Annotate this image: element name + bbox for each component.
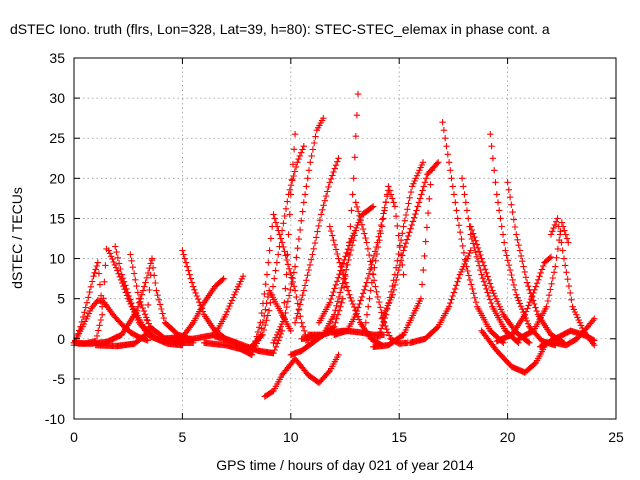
data-series-pass-18 (261, 351, 342, 400)
x-tick-label: 10 (283, 429, 299, 445)
data-series-pass-32 (458, 175, 522, 346)
y-tick-label: 35 (49, 50, 65, 66)
series-markers (504, 179, 568, 346)
series-markers (536, 327, 598, 350)
y-tick-label: -5 (53, 371, 66, 387)
x-tick-label: 0 (70, 429, 78, 445)
data-series-pass-35 (504, 179, 568, 346)
plot-area (70, 90, 598, 400)
plot-frame (73, 57, 617, 420)
x-tick-label: 25 (608, 429, 624, 445)
y-axis-label: dSTEC / TECUs (9, 187, 25, 289)
series-markers (458, 175, 522, 346)
y-tick-label: 0 (57, 331, 65, 347)
data-series-pass-27 (374, 159, 427, 342)
data-series-pass-33 (467, 223, 533, 346)
y-tick-label: 15 (49, 210, 65, 226)
data-series-pass-38 (515, 219, 572, 342)
series-markers (515, 219, 572, 342)
data-series-pass-31 (439, 119, 507, 346)
series-markers (439, 119, 507, 346)
x-axis-label: GPS time / hours of day 021 of year 2014 (216, 457, 474, 473)
series-markers (478, 327, 550, 376)
data-series-pass-36 (478, 327, 550, 376)
series-markers (467, 223, 533, 346)
data-series-pass-15 (248, 211, 312, 358)
data-series-pass-29 (370, 167, 435, 350)
chart-title: dSTEC Iono. truth (flrs, Lon=328, Lat=39… (10, 21, 550, 37)
series-markers (370, 167, 435, 350)
series-markers (168, 273, 247, 342)
series-markers (270, 115, 327, 346)
series-markers (233, 287, 294, 358)
series-markers (248, 211, 312, 358)
data-series-pass-30 (406, 247, 474, 346)
data-series-pass-17 (291, 155, 342, 326)
y-tick-label: 30 (49, 90, 65, 106)
x-tick-label: 5 (179, 429, 187, 445)
y-tick-label: -10 (45, 411, 65, 427)
x-tick-label: 20 (500, 429, 516, 445)
data-series-pass-37 (493, 253, 555, 345)
y-tick-label: 5 (57, 291, 65, 307)
series-markers (493, 253, 555, 345)
axis-ticks (73, 57, 617, 420)
series-markers (374, 159, 427, 342)
y-tick-label: 25 (49, 130, 65, 146)
x-tick-label: 15 (391, 429, 407, 445)
data-series-pass-41 (536, 327, 598, 350)
axis-tick-labels: 0 5 10 15 20 25 -10 -5 0 5 10 15 20 25 30 35 (45, 50, 624, 445)
series-markers (261, 351, 342, 400)
y-tick-label: 10 (49, 251, 65, 267)
y-tick-label: 20 (49, 170, 65, 186)
data-series-pass-16 (270, 115, 327, 346)
data-series-pass-14 (233, 287, 294, 358)
series-markers (406, 247, 474, 346)
data-series-pass-11 (168, 273, 247, 342)
series-markers (291, 155, 342, 326)
